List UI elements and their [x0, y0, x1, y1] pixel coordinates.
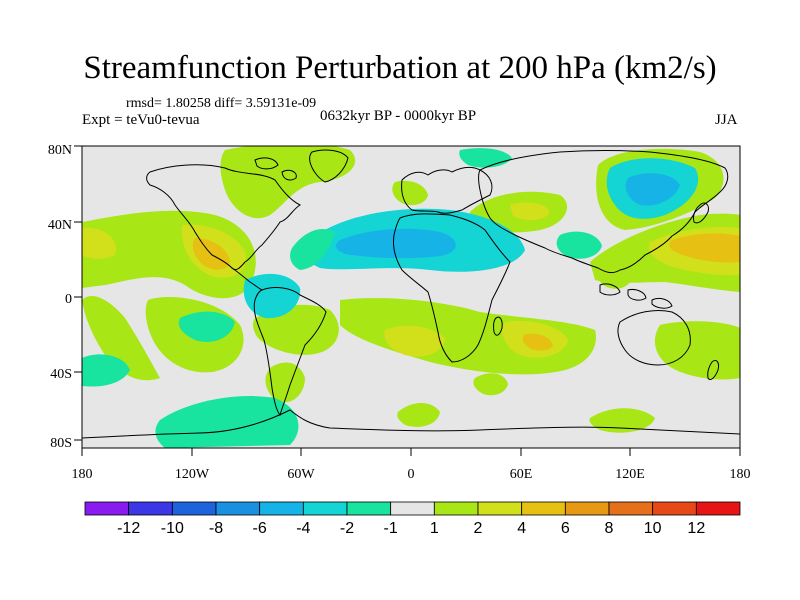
colorbar-label: 1 — [430, 520, 439, 537]
colorbar-swatch — [653, 502, 697, 515]
y-tick-label: 0 — [65, 292, 72, 307]
colorbar-label: -6 — [253, 520, 267, 537]
colorbar-swatch — [609, 502, 653, 515]
colorbar-swatch — [565, 502, 609, 515]
colorbar-swatch — [696, 502, 740, 515]
colorbar-swatch — [391, 502, 435, 515]
colorbar — [85, 502, 740, 515]
colorbar-swatch — [129, 502, 173, 515]
x-tick-label: 60W — [287, 467, 315, 482]
map-figure: 180 120W 60W 0 60E 120E 180 80N 40N 0 40… — [0, 0, 800, 600]
x-axis-labels: 180 120W 60W 0 60E 120E 180 — [72, 467, 751, 482]
y-tick-label: 40N — [48, 218, 72, 233]
colorbar-label: 6 — [561, 520, 570, 537]
colorbar-labels: -12 -10 -8 -6 -4 -2 -1 1 2 4 6 8 10 12 — [117, 520, 705, 537]
x-tick-label: 0 — [408, 467, 415, 482]
colorbar-swatch — [260, 502, 304, 515]
colorbar-label: 2 — [474, 520, 483, 537]
colorbar-swatch — [216, 502, 260, 515]
x-tick-label: 60E — [510, 467, 533, 482]
x-tick-label: 180 — [72, 467, 93, 482]
y-tick-label: 80S — [50, 436, 72, 451]
colorbar-label: 10 — [644, 520, 662, 537]
colorbar-swatch — [434, 502, 478, 515]
y-tick-label: 40S — [50, 367, 72, 382]
colorbar-label: -4 — [296, 520, 310, 537]
colorbar-label: -10 — [161, 520, 184, 537]
x-tick-label: 120E — [615, 467, 645, 482]
colorbar-label: 8 — [605, 520, 614, 537]
colorbar-swatch — [478, 502, 522, 515]
y-tick-label: 80N — [48, 143, 72, 158]
colorbar-label: -12 — [117, 520, 140, 537]
y-axis-labels: 80N 40N 0 40S 80S — [48, 143, 72, 451]
colorbar-swatch — [172, 502, 216, 515]
colorbar-swatch — [347, 502, 391, 515]
colorbar-swatch — [522, 502, 566, 515]
colorbar-label: 4 — [517, 520, 526, 537]
colorbar-label: -1 — [384, 520, 398, 537]
colorbar-label: -2 — [340, 520, 354, 537]
colorbar-swatch — [85, 502, 129, 515]
colorbar-label: 12 — [687, 520, 705, 537]
contour-fields — [82, 143, 740, 448]
x-tick-label: 120W — [175, 467, 210, 482]
colorbar-label: -8 — [209, 520, 223, 537]
x-tick-label: 180 — [730, 467, 751, 482]
colorbar-swatch — [303, 502, 347, 515]
